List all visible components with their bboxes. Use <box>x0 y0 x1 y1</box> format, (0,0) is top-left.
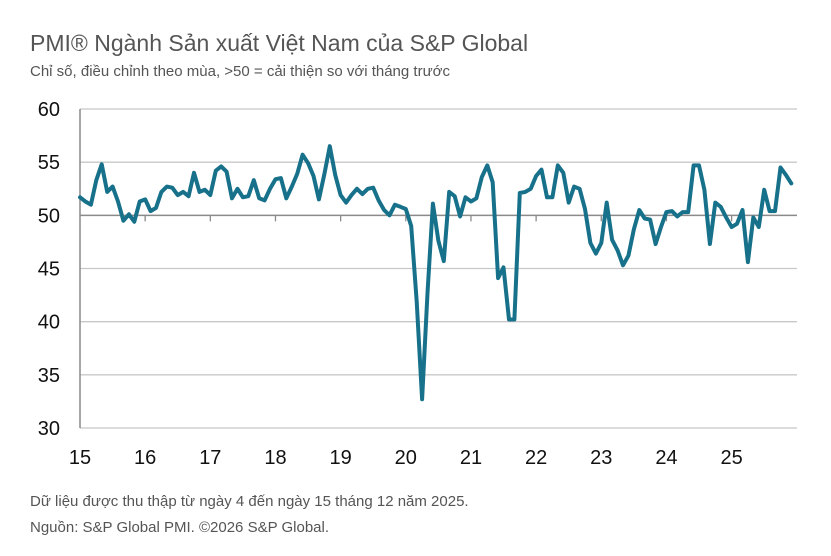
y-tick-label: 35 <box>38 365 60 387</box>
source-note: Nguồn: S&P Global PMI. ©2026 S&P Global. <box>30 519 330 536</box>
y-tick-label: 40 <box>38 312 60 334</box>
footnote: Dữ liệu được thu thập từ ngày 4 đến ngày… <box>30 493 469 510</box>
x-tick-label: 20 <box>395 447 417 469</box>
chart-title: PMI® Ngành Sản xuất Việt Nam của S&P Glo… <box>30 30 529 56</box>
y-tick-label: 60 <box>38 99 60 121</box>
y-tick-label: 45 <box>38 259 60 281</box>
x-tick-label: 23 <box>590 447 612 469</box>
x-tick-label: 22 <box>525 447 547 469</box>
x-tick-label: 16 <box>134 447 156 469</box>
y-tick-label: 30 <box>38 418 60 440</box>
x-tick-label: 18 <box>264 447 286 469</box>
chart-subtitle: Chỉ số, điều chỉnh theo mùa, >50 = cải t… <box>30 63 450 80</box>
pmi-series-line <box>78 144 794 402</box>
x-tick-label: 21 <box>460 447 482 469</box>
y-tick-label: 55 <box>38 152 60 174</box>
x-tick-label: 17 <box>199 447 221 469</box>
x-tick-label: 25 <box>720 447 742 469</box>
y-tick-label: 50 <box>38 205 60 227</box>
x-tick-label: 24 <box>655 447 677 469</box>
x-tick-label: 19 <box>330 447 352 469</box>
x-tick-label: 15 <box>69 447 91 469</box>
